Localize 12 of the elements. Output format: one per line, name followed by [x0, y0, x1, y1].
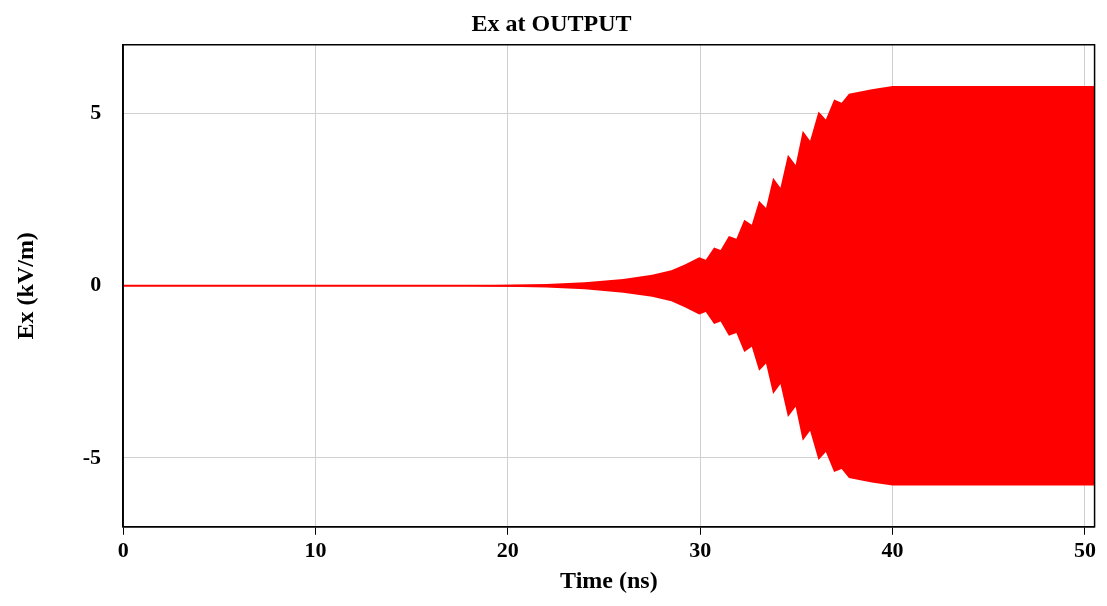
- y-tick-label: -5: [82, 443, 102, 469]
- y-axis-title: Ex (kV/m): [11, 232, 38, 340]
- y-tick-label: 5: [90, 99, 102, 125]
- x-tick-label: 10: [304, 536, 327, 562]
- chart-title: Ex at OUTPUT: [471, 9, 632, 36]
- x-tick-label: 50: [1073, 536, 1096, 562]
- x-tick-label: 20: [496, 536, 519, 562]
- x-tick-label: 0: [117, 536, 129, 562]
- x-tick-label: 30: [689, 536, 712, 562]
- y-tick-label: 0: [90, 271, 102, 297]
- x-tick-label: 40: [881, 536, 904, 562]
- x-axis-title: Time (ns): [560, 566, 658, 593]
